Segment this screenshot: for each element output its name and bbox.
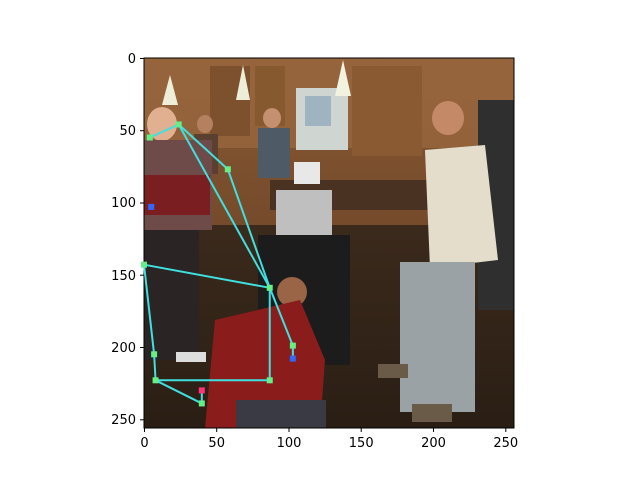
y-tick-label: 50 bbox=[119, 124, 136, 139]
skeleton-joint bbox=[198, 387, 205, 394]
skeleton-edge bbox=[149, 123, 180, 139]
x-tick-label: 0 bbox=[140, 436, 148, 451]
skeleton-joint bbox=[198, 400, 205, 407]
skeleton-joint bbox=[148, 203, 155, 210]
skeleton-joint bbox=[289, 355, 296, 362]
x-tick-label: 150 bbox=[349, 436, 374, 451]
photo bbox=[144, 58, 514, 428]
x-tick-label: 100 bbox=[277, 436, 302, 451]
skeleton-joint bbox=[146, 134, 153, 141]
skeleton-joint bbox=[151, 351, 158, 358]
skeleton-edge bbox=[153, 354, 157, 381]
skeleton-joint bbox=[141, 261, 147, 268]
x-tick-label: 50 bbox=[208, 436, 225, 451]
y-tick-label: 200 bbox=[111, 341, 136, 356]
y-tick-label: 0 bbox=[128, 52, 136, 67]
x-axis: 0 50 100 150 200 250 bbox=[140, 428, 518, 451]
skeleton-joint bbox=[266, 284, 273, 291]
y-axis: 0 50 100 150 200 250 bbox=[111, 52, 144, 428]
skeleton-edge bbox=[143, 264, 156, 355]
skeleton-joint bbox=[289, 342, 296, 349]
y-tick-label: 250 bbox=[111, 413, 136, 428]
y-tick-label: 150 bbox=[111, 269, 136, 284]
x-tick-label: 200 bbox=[421, 436, 446, 451]
skeleton-edge bbox=[177, 123, 271, 289]
skeleton-edge bbox=[155, 379, 203, 405]
skeleton-joint bbox=[224, 166, 231, 173]
skeleton-edge bbox=[178, 123, 229, 171]
y-tick-label: 100 bbox=[111, 196, 136, 211]
x-tick-label: 250 bbox=[493, 436, 518, 451]
axes-frame bbox=[143, 57, 515, 429]
skeleton-edge bbox=[226, 168, 271, 289]
pose-overlay bbox=[141, 121, 296, 407]
skeleton-edge bbox=[143, 263, 270, 289]
skeleton-edge bbox=[268, 287, 294, 346]
skeleton-joint bbox=[266, 377, 273, 384]
skeleton-joint bbox=[152, 377, 159, 384]
skeleton-joint bbox=[175, 121, 182, 128]
